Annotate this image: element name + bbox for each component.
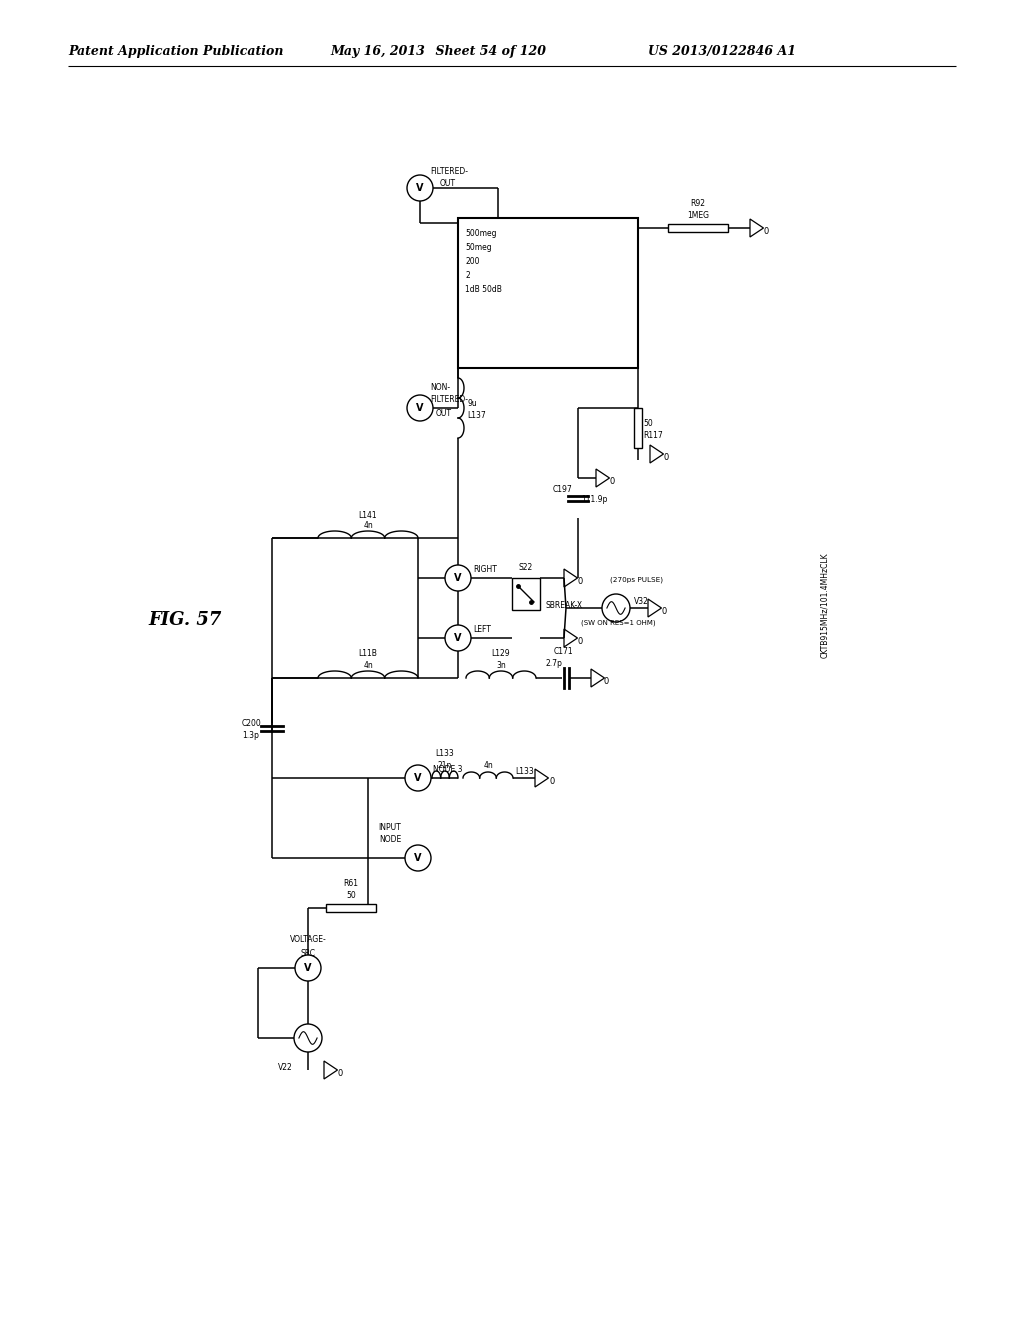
Circle shape [407, 176, 433, 201]
Text: V22: V22 [278, 1064, 293, 1072]
Text: R117: R117 [643, 432, 663, 441]
Text: 2.7p: 2.7p [546, 660, 562, 668]
Circle shape [295, 954, 321, 981]
Text: 0: 0 [604, 676, 609, 685]
Text: 0: 0 [549, 776, 554, 785]
Text: 0: 0 [763, 227, 768, 235]
Text: FILTERED-: FILTERED- [430, 168, 468, 177]
Text: C171: C171 [554, 648, 573, 656]
Text: V: V [304, 964, 311, 973]
Text: CKTB915MHz/101.4MHzCLK: CKTB915MHz/101.4MHzCLK [820, 552, 829, 657]
Text: C200: C200 [242, 718, 262, 727]
Text: NODE 3: NODE 3 [433, 766, 463, 775]
Text: 1dB 50dB: 1dB 50dB [465, 285, 502, 294]
Text: 0: 0 [663, 453, 669, 462]
Text: V32: V32 [634, 598, 649, 606]
Text: 50: 50 [346, 891, 356, 900]
Bar [634, 408, 642, 447]
Circle shape [445, 624, 471, 651]
Bar [458, 218, 638, 368]
Circle shape [406, 845, 431, 871]
Text: R61: R61 [343, 879, 358, 888]
Text: R92: R92 [690, 199, 706, 209]
Bar [668, 224, 728, 232]
Text: 3n: 3n [496, 661, 506, 671]
Bar [326, 904, 376, 912]
Text: 9u: 9u [467, 399, 477, 408]
Circle shape [294, 1024, 322, 1052]
Text: V: V [455, 573, 462, 583]
Text: L137: L137 [467, 412, 485, 421]
Text: 50meg: 50meg [465, 243, 492, 252]
Circle shape [406, 766, 431, 791]
Text: 0: 0 [662, 606, 668, 615]
Text: (SW ON RES=1 OHM): (SW ON RES=1 OHM) [581, 620, 655, 626]
Text: C197: C197 [553, 486, 572, 495]
Text: RIGHT: RIGHT [473, 565, 497, 574]
Text: NODE: NODE [379, 836, 401, 845]
Text: 4n: 4n [364, 521, 373, 531]
Text: 0: 0 [338, 1068, 343, 1077]
Text: 21n: 21n [438, 762, 453, 771]
Text: INPUT: INPUT [379, 824, 401, 833]
Text: L141: L141 [358, 511, 377, 520]
Text: 1.3p: 1.3p [242, 731, 259, 741]
Text: Patent Application Publication: Patent Application Publication [68, 45, 284, 58]
Text: V: V [415, 853, 422, 863]
Text: 0: 0 [578, 577, 584, 586]
Text: L133: L133 [515, 767, 534, 776]
Text: OUT: OUT [440, 178, 456, 187]
Text: 500meg: 500meg [465, 230, 497, 239]
Circle shape [445, 565, 471, 591]
Text: (270ps PULSE): (270ps PULSE) [610, 577, 663, 583]
Text: L129: L129 [492, 649, 510, 659]
Text: LEFT: LEFT [473, 626, 490, 635]
Text: L133: L133 [435, 750, 455, 759]
Text: NON-: NON- [430, 384, 451, 392]
Text: FILTERED-: FILTERED- [430, 396, 468, 404]
Text: S22: S22 [519, 564, 534, 573]
Bar [512, 578, 540, 610]
Text: 0: 0 [610, 477, 615, 486]
Text: May 16, 2013  Sheet 54 of 120: May 16, 2013 Sheet 54 of 120 [330, 45, 546, 58]
Text: 4n: 4n [364, 661, 373, 671]
Text: SRC: SRC [300, 949, 315, 957]
Text: 200: 200 [465, 257, 479, 267]
Text: OUT: OUT [436, 408, 452, 417]
Text: 2: 2 [465, 272, 470, 281]
Text: L11B: L11B [358, 649, 378, 659]
Text: V: V [415, 774, 422, 783]
Text: 4n: 4n [483, 762, 493, 771]
Text: FIG. 57: FIG. 57 [148, 611, 221, 630]
Text: 0: 0 [578, 636, 584, 645]
Text: VOLTAGE-: VOLTAGE- [290, 936, 327, 945]
Circle shape [407, 395, 433, 421]
Text: 1MEG: 1MEG [687, 211, 709, 220]
Circle shape [602, 594, 630, 622]
Text: US 2013/0122846 A1: US 2013/0122846 A1 [648, 45, 796, 58]
Text: SBREAK-X: SBREAK-X [546, 602, 583, 610]
Text: V: V [455, 634, 462, 643]
Text: 111.9p: 111.9p [581, 495, 607, 504]
Text: 50: 50 [643, 418, 652, 428]
Text: V: V [416, 183, 424, 193]
Text: V: V [416, 403, 424, 413]
